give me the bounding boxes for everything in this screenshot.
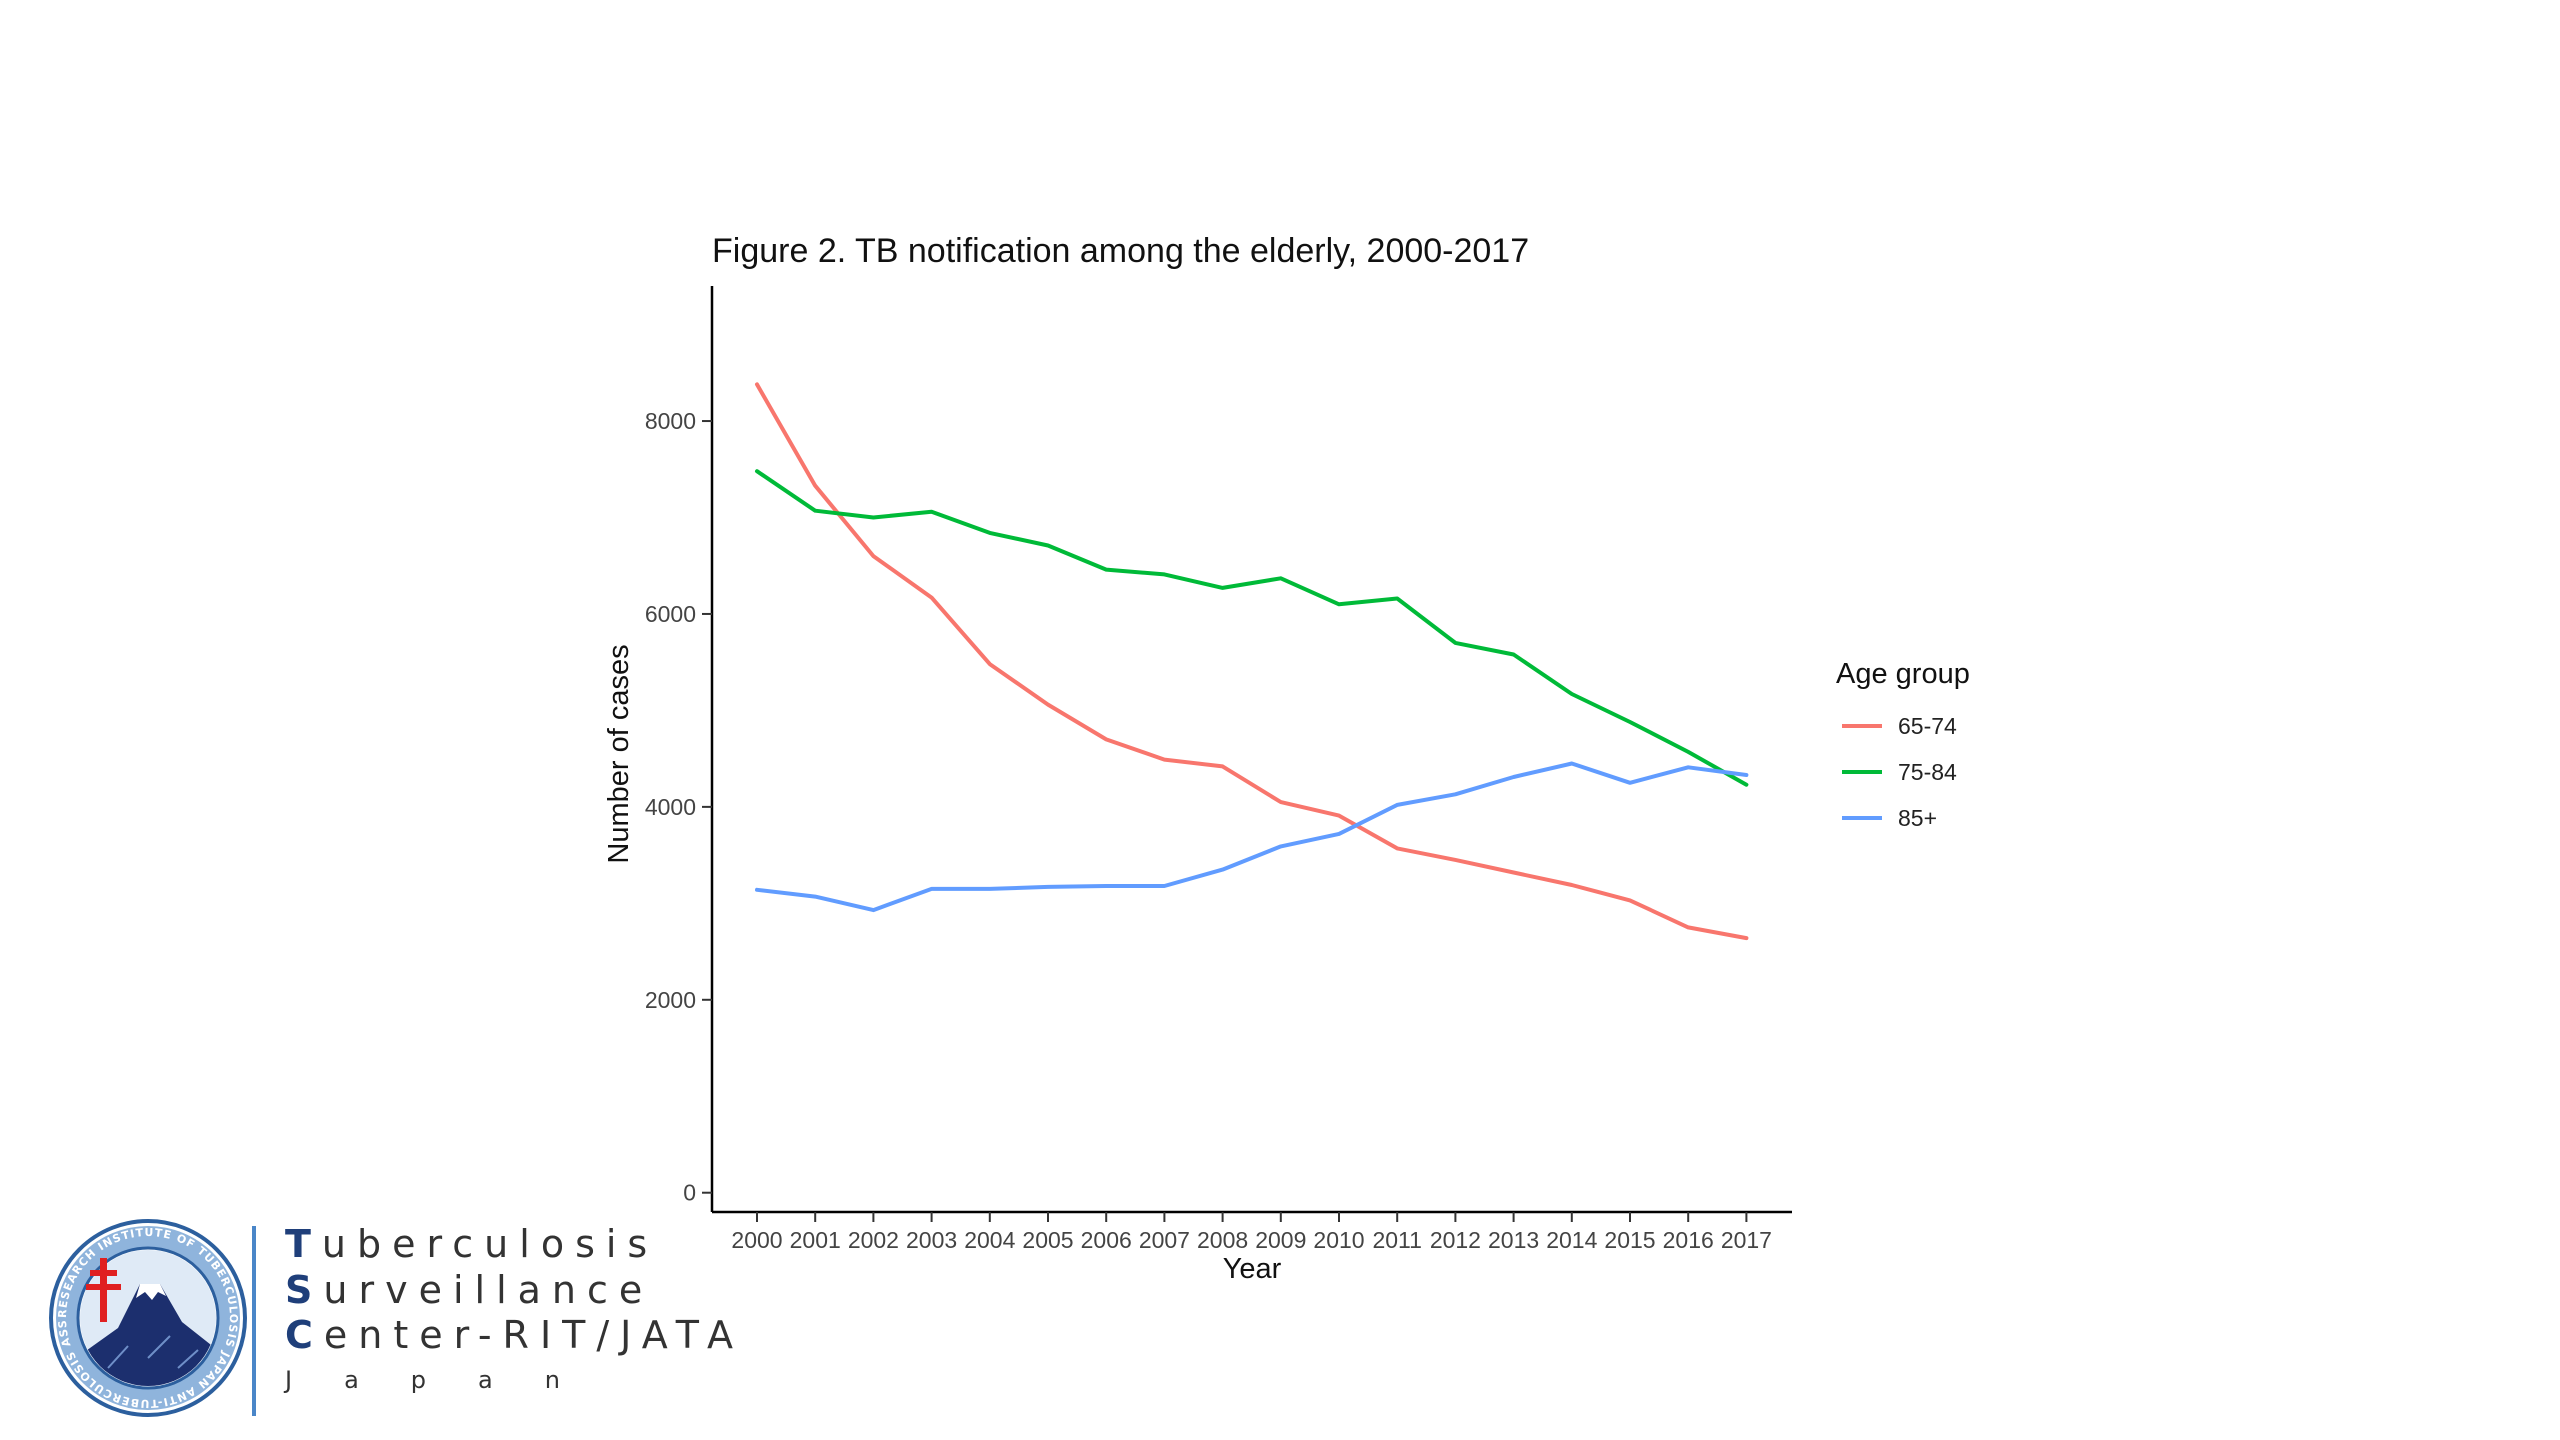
series-lines — [755, 382, 1749, 941]
x-tick-label: 2012 — [1430, 1227, 1481, 1253]
x-tick-label: 2014 — [1546, 1227, 1597, 1253]
x-tick-label: 2000 — [731, 1227, 782, 1253]
org-country: Japan — [285, 1366, 612, 1394]
organization-logo-block: RESEARCH INSTITUTE OF TUBERCULOSIS JAPAN… — [0, 1200, 733, 1440]
legend: Age group 65-74 75-84 85+ — [1836, 658, 1970, 831]
legend-label: 75-84 — [1898, 759, 1957, 785]
x-tick-label: 2007 — [1139, 1227, 1190, 1253]
legend-label: 85+ — [1898, 805, 1937, 831]
org-name-line-1: Tuberculosis — [285, 1222, 659, 1266]
y-tick-label: 0 — [683, 1180, 696, 1206]
legend-label: 65-74 — [1898, 713, 1957, 739]
x-tick-label: 2009 — [1255, 1227, 1306, 1253]
x-tick-label: 2016 — [1663, 1227, 1714, 1253]
x-tick-label: 2008 — [1197, 1227, 1248, 1253]
org-name-line-3: Center-RIT/JATA — [285, 1313, 745, 1357]
series-line-75-84 — [755, 469, 1749, 787]
y-ticks: 0 2000 4000 6000 8000 — [645, 408, 712, 1206]
x-tick-label: 2010 — [1313, 1227, 1364, 1253]
org-name-line-2: Surveillance — [285, 1268, 654, 1312]
x-axis-label: Year — [1223, 1253, 1282, 1285]
x-tick-label: 2006 — [1081, 1227, 1132, 1253]
x-tick-label: 2004 — [964, 1227, 1015, 1253]
axes — [710, 286, 1792, 1214]
x-tick-label: 2011 — [1372, 1227, 1421, 1253]
logo-divider — [252, 1226, 256, 1416]
legend-title: Age group — [1836, 658, 1970, 690]
chart-title: Figure 2. TB notification among the elde… — [712, 232, 1529, 270]
x-tick-label: 2015 — [1604, 1227, 1655, 1253]
series-line-65-74 — [755, 382, 1749, 941]
x-tick-label: 2017 — [1721, 1227, 1772, 1253]
x-tick-label: 2003 — [906, 1227, 957, 1253]
y-axis-label: Number of cases — [603, 644, 635, 863]
y-tick-label: 4000 — [645, 794, 696, 820]
x-tick-label: 2005 — [1022, 1227, 1073, 1253]
y-tick-label: 8000 — [645, 408, 696, 434]
organization-seal-icon: RESEARCH INSTITUTE OF TUBERCULOSIS JAPAN… — [48, 1218, 247, 1417]
x-tick-label: 2002 — [848, 1227, 899, 1253]
y-tick-label: 2000 — [645, 987, 696, 1013]
series-line-85+ — [755, 761, 1749, 913]
y-tick-label: 6000 — [645, 601, 696, 627]
x-tick-label: 2013 — [1488, 1227, 1539, 1253]
x-ticks: 2000 2001 2002 2003 2004 2005 2006 2007 2008 2009… — [731, 1212, 1772, 1253]
x-tick-label: 2001 — [790, 1227, 841, 1253]
